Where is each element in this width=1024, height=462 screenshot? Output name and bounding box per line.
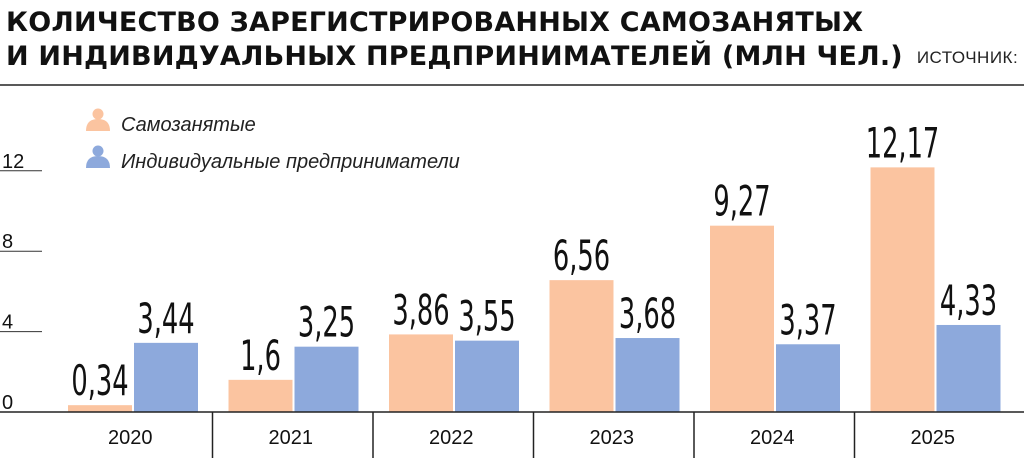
- value-label: 12,17: [866, 120, 940, 168]
- value-label: 9,27: [713, 178, 770, 226]
- y-tick-label: 12: [2, 151, 24, 173]
- bar-entrepreneurs-2021: [294, 346, 359, 412]
- x-tick-label: 2025: [911, 427, 956, 449]
- bar-self-employed-2022: [389, 334, 453, 412]
- bar-self-employed-2020: [68, 405, 132, 412]
- bar-entrepreneurs-2025: [936, 324, 1001, 412]
- bar-self-employed-2021: [228, 379, 293, 412]
- x-tick-label: 2021: [269, 427, 314, 449]
- bar-self-employed-2023: [549, 280, 614, 412]
- x-tick-label: 2022: [429, 427, 474, 449]
- bars-layer: [68, 167, 1001, 412]
- bar-self-employed-2024: [710, 225, 774, 412]
- value-labels: 0,343,44 1,6 3,25 3,86 3,55 6,563,68 9,27 3,37 1…: [71, 120, 997, 406]
- legend-label: Самозанятые: [121, 114, 256, 136]
- value-label: 4,33: [940, 278, 997, 326]
- chart-title: КОЛИЧЕСТВО ЗАРЕГИСТРИРОВАННЫХ САМОЗАНЯТЫ…: [6, 6, 1024, 75]
- value-label: 6,56: [553, 233, 610, 281]
- y-tick-label: 0: [2, 392, 13, 414]
- legend: Самозанятые Индивидуальные предпринимател…: [86, 108, 460, 173]
- x-tick-label: 2023: [590, 427, 635, 449]
- person-head: [92, 145, 104, 157]
- bar-entrepreneurs-2024: [776, 344, 840, 412]
- person-icon: [86, 108, 110, 131]
- source-note: ИСТОЧНИК: ФНС.: [916, 48, 1024, 67]
- value-label: 3,86: [392, 287, 449, 335]
- person-body: [86, 156, 110, 168]
- bar-self-employed-2025: [870, 167, 935, 412]
- bar-entrepreneurs-2023: [615, 338, 680, 412]
- value-label: 3,25: [298, 299, 355, 347]
- x-axis: 2020 2021 2022 2023 2024 2025: [0, 411, 1024, 458]
- person-body: [86, 119, 110, 131]
- y-tick-label: 8: [2, 231, 13, 253]
- value-label: 3,44: [137, 295, 194, 343]
- bar-entrepreneurs-2022: [455, 340, 519, 412]
- legend-item-1: Индивидуальные предприниматели: [86, 145, 460, 173]
- title-line-2: И ИНДИВИДУАЛЬНЫХ ПРЕДПРИНИМАТЕЛЕЙ (МЛН Ч…: [6, 40, 1024, 75]
- value-label: 3,37: [779, 297, 836, 345]
- title-line-1: КОЛИЧЕСТВО ЗАРЕГИСТРИРОВАННЫХ САМОЗАНЯТЫ…: [6, 7, 864, 38]
- bar-entrepreneurs-2020: [134, 342, 198, 412]
- x-tick-label: 2020: [108, 427, 153, 449]
- legend-label: Индивидуальные предприниматели: [121, 151, 460, 173]
- value-label: 3,55: [458, 293, 515, 341]
- x-tick-label: 2024: [750, 427, 795, 449]
- person-head: [92, 108, 104, 120]
- value-label: 3,68: [619, 291, 676, 339]
- legend-item-0: Самозанятые: [86, 108, 256, 136]
- y-axis: 0 4 8 12: [0, 151, 42, 414]
- value-label: 1,6: [240, 332, 281, 380]
- value-label: 0,34: [71, 358, 128, 406]
- title-line-2-text: И ИНДИВИДУАЛЬНЫХ ПРЕДПРИНИМАТЕЛЕЙ (МЛН Ч…: [6, 41, 903, 72]
- y-tick-label: 4: [2, 312, 13, 334]
- person-icon: [86, 145, 110, 168]
